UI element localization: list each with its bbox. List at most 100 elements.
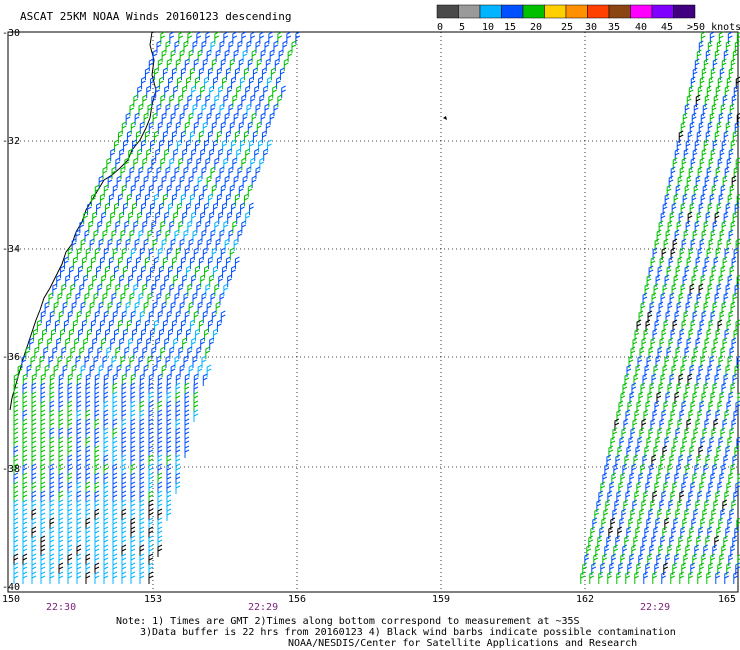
- wind-barb: [67, 472, 73, 485]
- wind-barb: [665, 310, 671, 323]
- wind-barb: [734, 526, 740, 539]
- wind-barb: [76, 481, 82, 494]
- wind-barb: [640, 301, 646, 314]
- wind-barb: [40, 373, 46, 386]
- wind-barb: [67, 562, 73, 575]
- wind-barb: [67, 463, 73, 476]
- wind-barb: [729, 184, 735, 197]
- wind-barb: [67, 508, 73, 521]
- wind-barb: [691, 112, 697, 125]
- wind-barb: [157, 391, 163, 404]
- wind-barb: [719, 472, 725, 485]
- wind-barb: [228, 103, 234, 116]
- wind-barb: [232, 220, 238, 233]
- wind-barb: [727, 274, 733, 287]
- wind-barb: [713, 175, 719, 188]
- wind-barb: [135, 256, 141, 269]
- wind-barb: [31, 445, 37, 458]
- wind-barb: [121, 562, 127, 575]
- wind-barb: [629, 472, 635, 485]
- wind-barb: [162, 319, 168, 332]
- wind-barb: [662, 364, 668, 377]
- wind-barb: [634, 571, 640, 584]
- wind-barb: [174, 229, 180, 242]
- wind-barb: [175, 121, 181, 134]
- wind-barb: [725, 202, 731, 215]
- wind-barb: [732, 535, 738, 548]
- wind-barb: [58, 310, 64, 323]
- wind-barb: [139, 553, 145, 566]
- wind-barb: [198, 130, 204, 143]
- wind-barb: [90, 319, 96, 332]
- note-line-3: NOAA/NESDIS/Center for Satellite Applica…: [288, 638, 638, 649]
- wind-barb: [49, 544, 55, 557]
- wind-barb: [87, 202, 92, 215]
- wind-barb: [58, 409, 64, 422]
- wind-barb: [40, 571, 46, 584]
- wind-barb: [707, 526, 713, 539]
- wind-barb: [148, 184, 154, 197]
- wind-barb: [106, 283, 112, 296]
- wind-barb: [214, 94, 220, 107]
- wind-barb: [588, 535, 594, 548]
- wind-barb: [680, 526, 686, 539]
- wind-barb: [85, 445, 91, 458]
- wind-barb: [632, 499, 638, 512]
- wind-barb: [148, 418, 154, 431]
- wind-barb: [85, 409, 91, 422]
- wind-barb: [644, 364, 650, 377]
- wind-barb: [628, 355, 634, 368]
- wind-barb: [673, 355, 679, 368]
- wind-barb: [13, 571, 19, 584]
- wind-barb: [701, 229, 707, 242]
- wind-barb: [719, 553, 725, 566]
- wind-barb: [651, 292, 657, 305]
- wind-barb: [234, 256, 240, 269]
- wind-barb: [613, 544, 619, 557]
- wind-barb: [695, 499, 701, 512]
- wind-barb: [48, 292, 54, 305]
- wind-barb: [692, 472, 698, 485]
- wind-barb: [665, 553, 671, 566]
- wind-barb: [721, 544, 727, 557]
- wind-barb: [594, 508, 600, 521]
- wind-barb: [195, 76, 200, 89]
- wind-barb: [169, 31, 175, 44]
- wind-barb: [676, 382, 682, 395]
- wind-barb: [705, 130, 711, 143]
- wind-barb: [187, 31, 193, 44]
- wind-barb: [642, 454, 648, 467]
- wind-barb: [255, 103, 261, 116]
- wind-barb: [210, 292, 216, 305]
- wind-barb: [598, 571, 604, 584]
- wind-barb: [273, 40, 279, 53]
- wind-barb: [180, 67, 186, 80]
- wind-barb: [642, 292, 648, 305]
- wind-barb: [636, 400, 642, 413]
- wind-barb: [228, 166, 234, 179]
- wind-barb: [718, 112, 724, 125]
- wind-barb: [200, 148, 205, 161]
- wind-barb: [215, 112, 221, 125]
- wind-barb: [210, 103, 216, 116]
- wind-barb: [648, 427, 654, 440]
- wind-barb: [85, 247, 91, 260]
- wind-barb: [728, 553, 734, 566]
- wind-barb: [178, 31, 184, 44]
- wind-barb: [76, 463, 82, 476]
- wind-barb: [193, 382, 199, 395]
- wind-barb: [645, 481, 651, 494]
- wind-barb: [694, 220, 700, 233]
- wind-barb: [22, 427, 28, 440]
- wind-barb: [76, 400, 82, 413]
- wind-barb: [712, 382, 718, 395]
- wind-barb: [209, 148, 214, 161]
- wind-barb: [112, 481, 118, 494]
- lat-label-38: -38: [2, 464, 20, 475]
- wind-barb: [206, 112, 212, 125]
- wind-barb: [215, 175, 221, 188]
- wind-barb: [660, 454, 666, 467]
- wind-barb: [191, 148, 196, 161]
- wind-barb: [126, 319, 132, 332]
